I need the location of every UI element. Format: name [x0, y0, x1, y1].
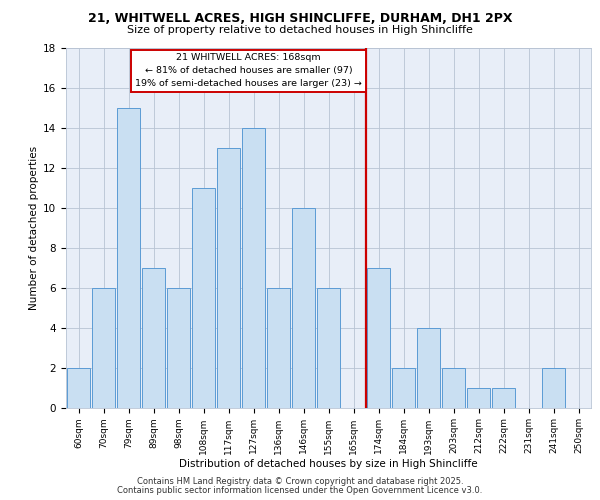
Bar — [117, 108, 140, 408]
Bar — [417, 328, 440, 407]
Bar — [192, 188, 215, 408]
Text: 21 WHITWELL ACRES: 168sqm
← 81% of detached houses are smaller (97)
19% of semi-: 21 WHITWELL ACRES: 168sqm ← 81% of detac… — [135, 54, 362, 88]
Y-axis label: Number of detached properties: Number of detached properties — [29, 146, 39, 310]
Bar — [317, 288, 340, 408]
Bar — [267, 288, 290, 408]
Text: Contains HM Land Registry data © Crown copyright and database right 2025.: Contains HM Land Registry data © Crown c… — [137, 477, 463, 486]
Bar — [492, 388, 515, 407]
Bar — [542, 368, 565, 408]
X-axis label: Distribution of detached houses by size in High Shincliffe: Distribution of detached houses by size … — [179, 459, 478, 469]
Text: 21, WHITWELL ACRES, HIGH SHINCLIFFE, DURHAM, DH1 2PX: 21, WHITWELL ACRES, HIGH SHINCLIFFE, DUR… — [88, 12, 512, 26]
Bar — [467, 388, 490, 407]
Bar — [67, 368, 90, 408]
Bar — [167, 288, 190, 408]
Bar — [142, 268, 165, 408]
Bar — [392, 368, 415, 408]
Bar — [242, 128, 265, 407]
Bar — [292, 208, 315, 408]
Bar — [92, 288, 115, 408]
Bar — [217, 148, 240, 408]
Text: Size of property relative to detached houses in High Shincliffe: Size of property relative to detached ho… — [127, 25, 473, 35]
Text: Contains public sector information licensed under the Open Government Licence v3: Contains public sector information licen… — [118, 486, 482, 495]
Bar — [442, 368, 465, 408]
Bar — [367, 268, 390, 408]
